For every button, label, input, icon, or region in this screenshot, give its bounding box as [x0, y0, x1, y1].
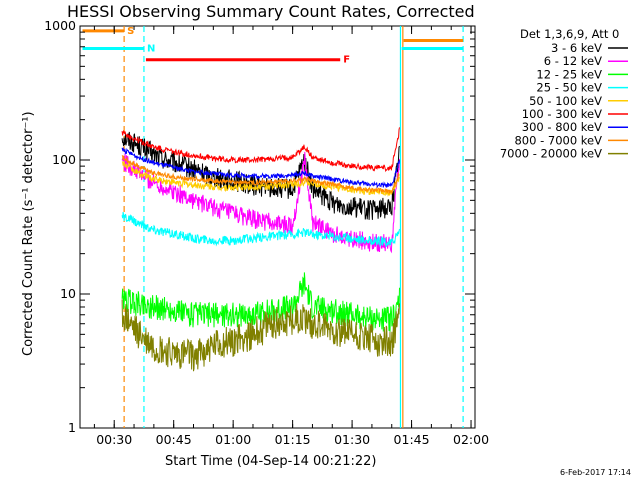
- timestamp: 6-Feb-2017 17:14: [560, 468, 631, 477]
- legend-label: 25 - 50 keV: [536, 81, 602, 95]
- y-axis-label: Corrected Count Rate (s⁻¹ detector⁻¹): [21, 111, 36, 356]
- x-axis-label: Start Time (04-Sep-14 00:21:22): [165, 454, 376, 469]
- x-tick-label: 02:00: [453, 432, 489, 447]
- x-axis: 00:30 00:45 01:00 01:15 01:30 01:45 02:00: [93, 26, 489, 447]
- legend-label: 7000 - 20000 keV: [500, 147, 602, 161]
- y-tick-label: 1000: [44, 18, 76, 33]
- x-tick-label: 01:15: [275, 432, 311, 447]
- x-tick-label: 00:30: [96, 432, 132, 447]
- series-line: [121, 127, 400, 173]
- x-tick-label: 01:30: [334, 432, 370, 447]
- x-tick-label: 01:00: [215, 432, 251, 447]
- series-line: [121, 151, 400, 254]
- x-tick-label: 00:45: [156, 432, 192, 447]
- legend-label: 50 - 100 keV: [529, 94, 602, 108]
- series-line: [121, 299, 400, 372]
- flag-label: F: [343, 55, 350, 66]
- y-tick-label: 100: [52, 152, 76, 167]
- plot-area: S N F: [82, 26, 464, 428]
- flag-label: N: [147, 43, 155, 54]
- legend-label: 6 - 12 keV: [544, 54, 602, 68]
- legend-label: 12 - 25 keV: [536, 67, 602, 81]
- flag-label: S: [127, 26, 134, 37]
- y-tick-label: 1: [68, 420, 76, 435]
- series-group: [82, 26, 464, 428]
- series-line: [121, 146, 400, 189]
- legend-header: Det 1,3,6,9, Att 0: [520, 27, 619, 41]
- y-tick-label: 10: [60, 286, 76, 301]
- y-axis: 1 10 100 1000: [44, 18, 475, 435]
- plot-frame: [79, 25, 476, 429]
- x-tick-label: 01:45: [394, 432, 430, 447]
- legend-label: 800 - 7000 keV: [514, 133, 602, 147]
- legend-label: 3 - 6 keV: [551, 41, 602, 55]
- series-line: [121, 155, 400, 194]
- legend-label: 300 - 800 keV: [522, 120, 602, 134]
- chart-title: HESSI Observing Summary Count Rates, Cor…: [67, 2, 475, 21]
- legend-label: 100 - 300 keV: [522, 107, 602, 121]
- series-line: [121, 212, 400, 248]
